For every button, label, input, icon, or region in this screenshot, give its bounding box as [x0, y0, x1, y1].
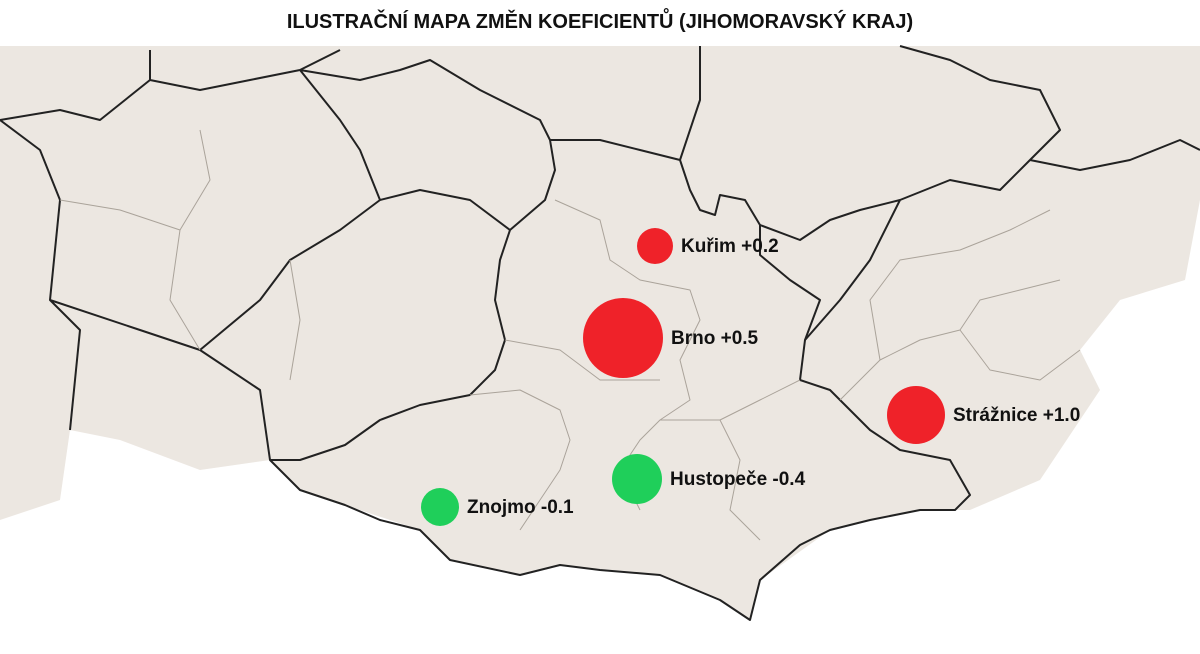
- bubble-label: Hustopeče -0.4: [670, 469, 806, 490]
- map-title: ILUSTRAČNÍ MAPA ZMĚN KOEFICIENTŮ (JIHOMO…: [287, 7, 913, 33]
- region: [269, 139, 971, 621]
- bubble: [612, 454, 662, 504]
- bubble-label: Strážnice +1.0: [953, 405, 1080, 426]
- bubble: [887, 386, 945, 444]
- bubble: [637, 228, 673, 264]
- borders: [0, 45, 1200, 461]
- bubble-label: Kuřim +0.2: [681, 236, 779, 257]
- district-borders: [59, 129, 1081, 541]
- bubble-label: Znojmo -0.1: [467, 497, 574, 518]
- bubble: [421, 488, 459, 526]
- bubble-label: Brno +0.5: [671, 328, 759, 349]
- bubble: [583, 298, 663, 378]
